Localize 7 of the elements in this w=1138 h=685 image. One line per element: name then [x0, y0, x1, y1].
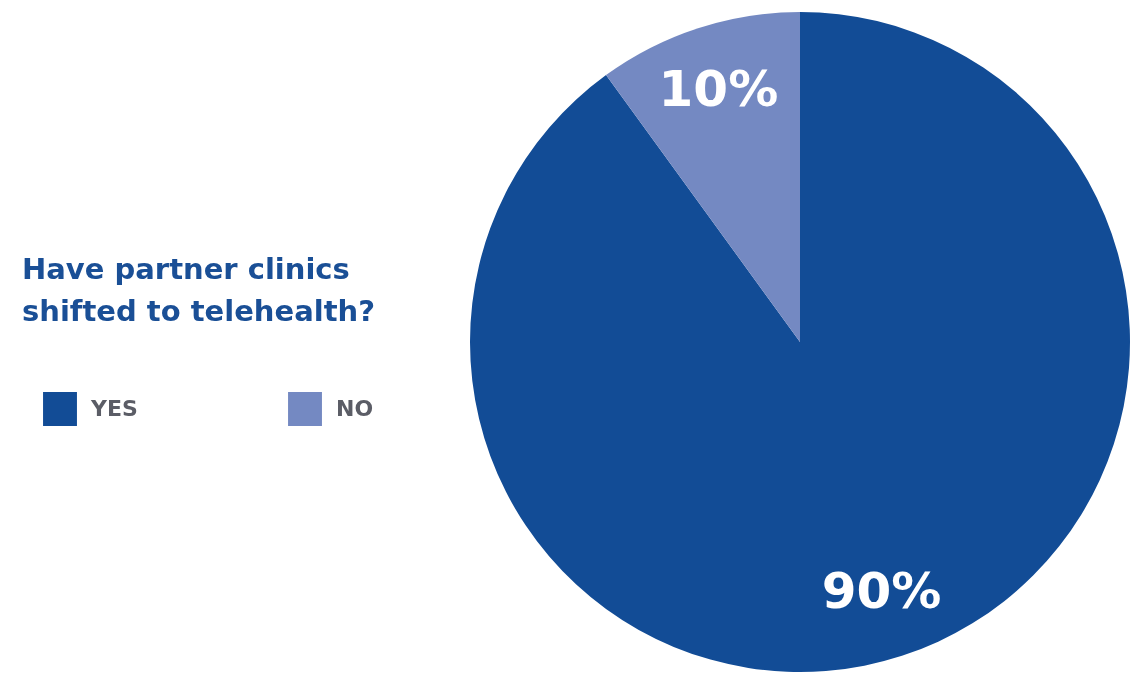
data-label: 10% — [658, 59, 779, 118]
legend-label: NO — [336, 396, 374, 422]
text: Have partner clinics shifted to telehealth? — [22, 252, 376, 328]
data-label: 90% — [821, 562, 942, 621]
pie-slice — [470, 12, 1130, 672]
legend-label: YES — [90, 396, 138, 422]
pie-slice — [606, 12, 800, 342]
